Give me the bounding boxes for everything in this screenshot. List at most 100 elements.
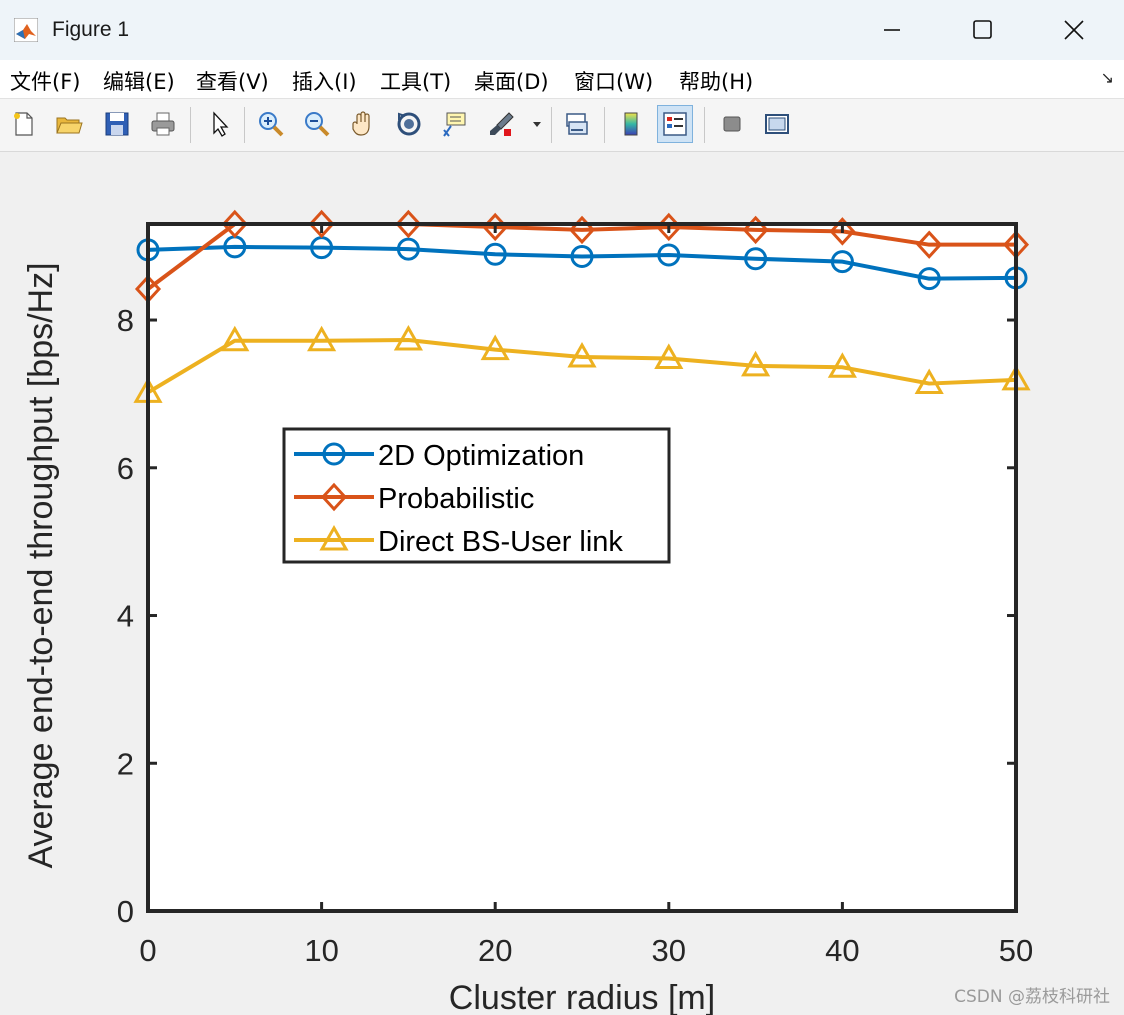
save-button[interactable]	[99, 105, 135, 143]
menu-tools[interactable]: 工具(T)	[380, 70, 452, 94]
chevron-down-icon	[533, 122, 541, 127]
legend-icon	[663, 112, 687, 136]
data-point-s3-2	[307, 325, 337, 352]
link-plot-icon	[566, 113, 588, 135]
rotate-3d-icon	[397, 112, 421, 136]
y-tick-label-3: 6	[117, 451, 134, 486]
title-bar: Figure 1	[0, 0, 1124, 60]
data-point-s3-9	[914, 368, 944, 395]
colorbar-button[interactable]	[613, 105, 649, 143]
data-point-s3-6	[654, 343, 684, 369]
print-button[interactable]	[145, 105, 181, 143]
show-plot-tools-icon	[765, 114, 789, 134]
data-point-s2-9	[916, 230, 943, 259]
legend-label-2: Probabilistic	[378, 483, 534, 515]
data-cursor-button[interactable]	[437, 105, 473, 143]
line-chart: 0 10 20 30 40 50 0 2 4 6 8 Cluster radius [m] Averag…	[22, 209, 1033, 1015]
toolbar	[0, 99, 1124, 152]
data-point-s1-6	[657, 243, 681, 267]
pan-button[interactable]	[345, 105, 381, 143]
new-figure-icon	[14, 112, 33, 136]
data-point-s3-7	[741, 350, 771, 377]
data-point-s2-2	[308, 209, 335, 239]
menu-desktop[interactable]: 桌面(D)	[474, 70, 549, 94]
menu-file[interactable]: 文件(F)	[10, 70, 81, 94]
dock-arrow-icon[interactable]: ↘	[1100, 70, 1114, 87]
data-point-s3-4	[480, 334, 510, 361]
legend-marker-2	[320, 482, 348, 512]
x-tick-label-2: 20	[478, 933, 512, 968]
legend-label-3: Direct BS-User link	[378, 526, 623, 558]
data-point-s2-3	[395, 209, 422, 239]
brush-dropdown-button[interactable]	[527, 105, 547, 143]
rotate-3d-button[interactable]	[391, 105, 427, 143]
data-cursor-icon	[443, 112, 466, 137]
data-point-s1-8	[830, 250, 854, 274]
print-icon	[151, 112, 175, 136]
window-title: Figure 1	[52, 18, 130, 41]
data-point-s3-3	[393, 324, 423, 351]
zoom-out-button[interactable]	[299, 105, 335, 143]
data-point-s2-1	[221, 209, 248, 239]
menu-help[interactable]: 帮助(H)	[679, 70, 754, 94]
x-tick-label-0: 0	[139, 933, 156, 968]
zoom-in-icon	[259, 112, 284, 137]
y-tick-label-1: 2	[117, 746, 134, 781]
watermark: CSDN @荔枝科研社	[954, 987, 1110, 1007]
series-line-3	[146, 337, 1017, 395]
x-tick-label-5: 50	[999, 933, 1033, 968]
data-point-s3-8	[827, 352, 857, 378]
new-figure-button[interactable]	[6, 105, 42, 143]
figure-canvas: 0 10 20 30 40 50 0 2 4 6 8 Cluster radius [m] Averag…	[0, 152, 1124, 1015]
brush-icon	[490, 112, 514, 136]
hide-plot-tools-icon	[723, 116, 741, 132]
data-point-s1-9	[917, 267, 941, 291]
open-file-icon	[56, 117, 83, 134]
data-point-s3-1	[220, 325, 250, 352]
data-point-s1-3	[396, 237, 420, 261]
y-tick-label-2: 4	[117, 599, 134, 634]
link-plot-button[interactable]	[559, 105, 595, 143]
minimize-icon	[884, 29, 900, 31]
y-axis-label: Average end-to-end throughput [bps/Hz]	[22, 262, 60, 868]
pointer-button[interactable]	[201, 105, 237, 143]
axes-background	[148, 224, 1016, 911]
data-point-s2-8	[829, 217, 856, 246]
show-plot-tools-button[interactable]	[759, 105, 795, 143]
x-tick-label-1: 10	[304, 933, 338, 968]
close-button[interactable]	[1028, 0, 1120, 60]
y-tick-label-0: 0	[117, 894, 134, 929]
menu-view[interactable]: 查看(V)	[196, 70, 269, 94]
zoom-in-button[interactable]	[253, 105, 289, 143]
zoom-out-icon	[305, 112, 330, 137]
x-axis-label: Cluster radius [m]	[449, 979, 715, 1015]
data-point-s1-5	[570, 245, 594, 269]
menu-bar: 文件(F) 编辑(E) 查看(V) 插入(I) 工具(T) 桌面(D) 窗口(W…	[0, 60, 1124, 99]
matlab-logo-icon	[14, 18, 38, 42]
y-tick-label-4: 8	[117, 303, 134, 338]
colorbar-icon	[624, 112, 638, 136]
brush-button[interactable]	[483, 105, 519, 143]
axes-frame	[146, 222, 1018, 913]
data-point-s1-4	[483, 242, 507, 266]
legend-label-1: 2D Optimization	[378, 440, 584, 472]
open-file-button[interactable]	[51, 105, 87, 143]
data-point-s1-7	[744, 247, 768, 271]
pan-hand-icon	[352, 111, 370, 136]
x-tick-label-3: 30	[652, 933, 686, 968]
x-tick-label-4: 40	[825, 933, 859, 968]
menu-insert[interactable]: 插入(I)	[292, 70, 357, 94]
legend-marker-1	[322, 442, 346, 466]
series-line-1	[147, 244, 1017, 281]
data-point-s3-5	[567, 341, 597, 368]
pointer-icon	[213, 111, 229, 137]
menu-window[interactable]: 窗口(W)	[574, 70, 654, 94]
maximize-button[interactable]	[936, 0, 1028, 60]
minimize-button[interactable]	[846, 0, 938, 60]
maximize-icon	[973, 20, 992, 39]
legend-button[interactable]	[657, 105, 693, 143]
legend-marker-3	[319, 524, 349, 551]
menu-edit[interactable]: 编辑(E)	[103, 70, 175, 94]
close-icon	[1064, 20, 1084, 40]
hide-plot-tools-button[interactable]	[714, 105, 750, 143]
